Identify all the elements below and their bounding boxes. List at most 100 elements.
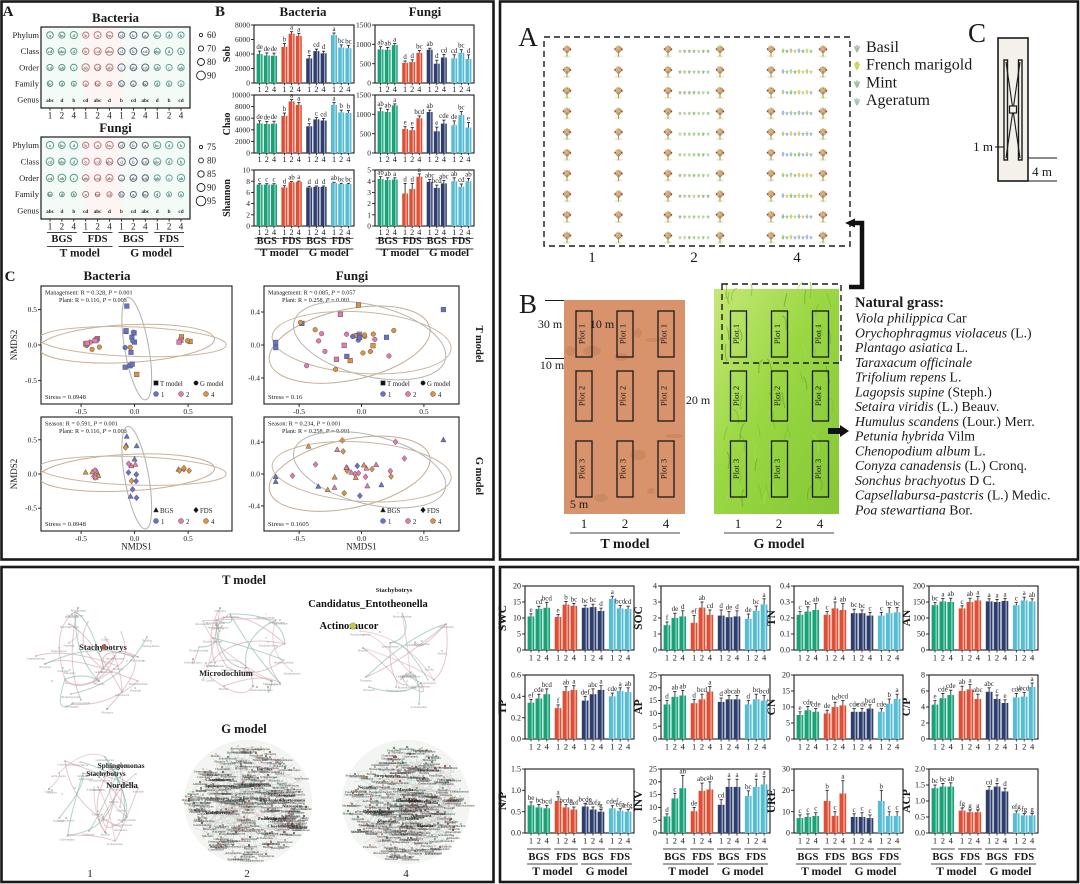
svg-text:ab: ab [426, 103, 433, 110]
svg-text:0.0: 0.0 [251, 341, 261, 350]
svg-text:a: a [97, 143, 99, 148]
svg-text:2: 2 [167, 111, 172, 121]
svg-text:3: 3 [367, 188, 371, 197]
svg-text:4: 4 [72, 222, 77, 232]
svg-text:ab: ab [384, 171, 391, 178]
svg-text:2: 2 [435, 155, 439, 164]
svg-text:Fusarium: Fusarium [133, 789, 145, 793]
svg-text:NMDS2: NMDS2 [9, 330, 19, 361]
svg-text:Pseudarthrobacter: Pseudarthrobacter [89, 778, 110, 782]
svg-text:fg: fg [959, 800, 965, 808]
svg-text:Chaetomium: Chaetomium [241, 820, 257, 824]
svg-text:N/P: N/P [497, 792, 509, 811]
svg-text:4: 4 [246, 199, 250, 208]
svg-text:Nocardia: Nocardia [277, 781, 288, 785]
svg-text:1: 1 [155, 222, 160, 232]
svg-text:4: 4 [663, 516, 670, 531]
svg-text:FDS: FDS [403, 236, 422, 247]
svg-text:de: de [264, 46, 270, 53]
svg-text:0: 0 [921, 735, 925, 744]
svg-text:4: 4 [466, 85, 470, 94]
svg-text:Conexibacter: Conexibacter [214, 837, 229, 841]
svg-text:de: de [256, 44, 262, 51]
svg-text:4: 4 [976, 742, 981, 752]
svg-text:Chaetomium: Chaetomium [267, 824, 293, 829]
svg-text:2: 2 [435, 228, 439, 237]
svg-text:de: de [824, 702, 831, 710]
svg-text:cd: cd [451, 48, 458, 55]
svg-text:Gemmatimonas: Gemmatimonas [384, 761, 403, 765]
svg-text:Bradyrhizobium: Bradyrhizobium [60, 625, 80, 629]
svg-text:BGS: BGS [427, 236, 447, 247]
svg-text:bc: bc [932, 777, 939, 785]
svg-text:2: 2 [265, 228, 269, 237]
svg-text:SWC: SWC [497, 605, 509, 631]
svg-text:Genus: Genus [17, 95, 39, 105]
svg-text:5: 5 [653, 722, 657, 731]
svg-text:bc: bc [143, 82, 147, 87]
svg-text:BGS: BGS [378, 236, 398, 247]
svg-text:Acidothermus: Acidothermus [257, 802, 274, 806]
svg-text:Bacteria: Bacteria [280, 4, 327, 19]
svg-text:ab: ab [679, 767, 686, 775]
svg-text:a: a [132, 192, 134, 197]
svg-text:b: b [880, 782, 884, 790]
svg-text:b: b [168, 82, 171, 87]
svg-text:ab: ab [107, 176, 112, 181]
svg-text:Plot 2: Plot 2 [659, 386, 669, 406]
svg-text:1: 1 [719, 653, 723, 663]
svg-text:Gemmatimonas: Gemmatimonas [292, 828, 311, 832]
svg-text:abc: abc [59, 159, 65, 164]
svg-text:Family: Family [15, 79, 40, 89]
svg-text:Solirubrobacter: Solirubrobacter [210, 844, 228, 848]
svg-text:Pseudarthrobacter: Pseudarthrobacter [261, 806, 282, 810]
svg-text:NMDS2: NMDS2 [9, 459, 19, 490]
svg-text:e: e [404, 120, 407, 127]
svg-text:Mycobacterium: Mycobacterium [288, 826, 307, 830]
svg-text:4: 4 [841, 836, 846, 846]
svg-text:-0.5: -0.5 [25, 376, 37, 385]
svg-text:bcd: bcd [1019, 685, 1030, 693]
svg-text:Haliangium: Haliangium [272, 819, 286, 823]
svg-text:d: d [120, 159, 123, 164]
svg-text:Massilia: Massilia [343, 811, 354, 815]
svg-text:Phylum: Phylum [13, 140, 40, 150]
svg-text:Massilia: Massilia [211, 754, 222, 758]
svg-text:Sphingomonas: Sphingomonas [205, 783, 234, 788]
svg-text:d: d [403, 54, 407, 61]
svg-text:c: c [265, 177, 268, 184]
svg-text:b: b [180, 143, 183, 148]
svg-text:Pseudarthrobacter: Pseudarthrobacter [386, 688, 407, 692]
svg-text:d: d [168, 143, 171, 148]
svg-text:0: 0 [653, 829, 657, 838]
svg-text:500: 500 [360, 129, 372, 138]
svg-text:Plantago asiatica L.: Plantago asiatica L. [854, 340, 968, 355]
svg-text:de: de [264, 115, 270, 122]
svg-text:G model: G model [855, 866, 897, 878]
svg-text:d: d [719, 602, 723, 610]
svg-text:0.6: 0.6 [511, 671, 521, 680]
svg-text:Gemmatimonas: Gemmatimonas [252, 747, 271, 751]
svg-text:b: b [85, 159, 88, 164]
svg-text:Bacillus: Bacillus [456, 824, 466, 828]
svg-text:cde: cde [811, 701, 821, 709]
svg-text:1: 1 [610, 836, 614, 846]
svg-text:b: b [85, 33, 88, 38]
svg-text:BGS: BGS [528, 852, 549, 863]
svg-text:Chaetomium: Chaetomium [250, 688, 266, 692]
svg-text:b: b [887, 691, 891, 699]
svg-text:Acidothermus: Acidothermus [273, 821, 290, 825]
svg-text:4: 4 [297, 228, 301, 237]
svg-text:Rhodoplanes: Rhodoplanes [399, 747, 415, 751]
svg-text:Rhodoplanes: Rhodoplanes [261, 809, 277, 813]
svg-text:ab: ab [60, 65, 65, 70]
svg-text:2: 2 [265, 155, 269, 164]
svg-text:0.5: 0.5 [419, 534, 429, 543]
svg-text:0.0: 0.0 [511, 735, 521, 744]
svg-text:c: c [73, 65, 75, 70]
svg-text:2: 2 [339, 155, 343, 164]
svg-text:C/P: C/P [901, 698, 913, 717]
svg-text:abc: abc [46, 209, 54, 215]
svg-text:fg: fg [1021, 806, 1027, 814]
svg-text:de: de [451, 114, 457, 121]
